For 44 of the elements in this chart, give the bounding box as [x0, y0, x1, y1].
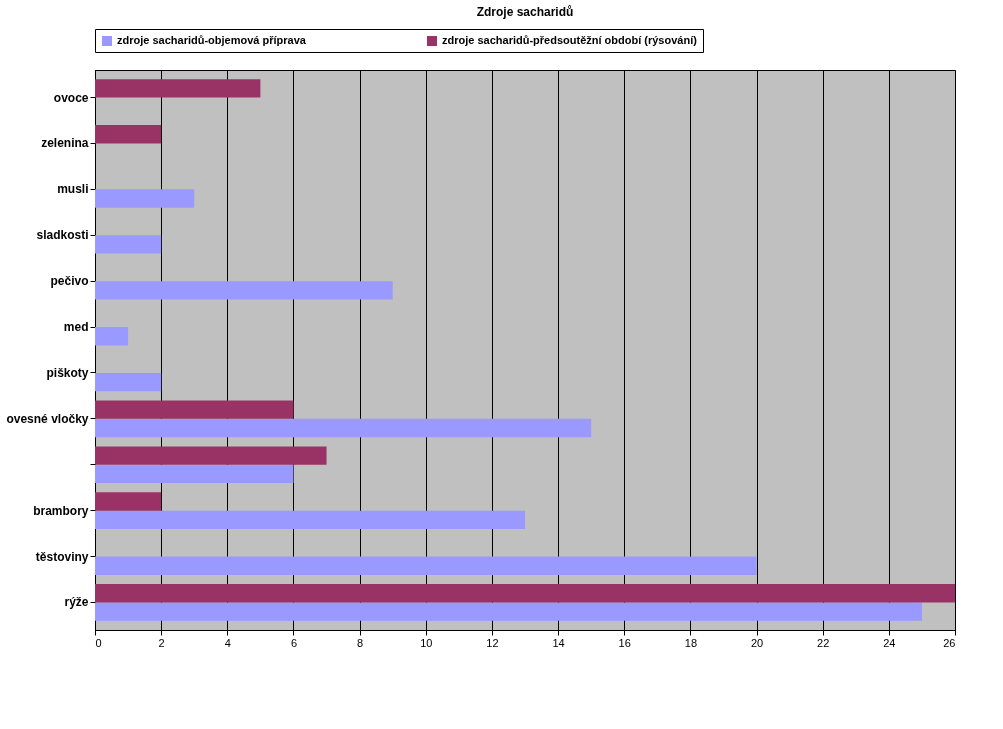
x-tick-label: 12 [486, 636, 499, 649]
x-tick-label: 24 [883, 636, 896, 649]
legend-label: zdroje sacharidů-předsoutěžní období (rýsování) [442, 34, 698, 46]
y-tick-label: sladkosti [36, 228, 89, 243]
x-tick-label: 20 [750, 636, 764, 649]
bar [95, 464, 294, 484]
x-tick-label: 6 [290, 636, 298, 649]
bar [95, 400, 294, 419]
x-tick-label: 22 [817, 636, 830, 649]
x-tick-label: 10 [420, 636, 433, 649]
bar [95, 510, 525, 530]
bar [95, 125, 162, 144]
bar [95, 327, 129, 346]
x-tick-label: 4 [224, 636, 231, 649]
chart-title: Zdroje sacharidů [476, 4, 574, 19]
y-tick-label: pečivo [50, 274, 89, 289]
bar [95, 584, 955, 603]
x-tick-label: 8 [357, 636, 364, 649]
bar [95, 189, 195, 208]
x-tick-label: 14 [552, 636, 565, 649]
x-tick-label: 18 [684, 636, 698, 649]
y-tick-label: ovesné vločky [6, 411, 89, 426]
bar [95, 235, 162, 254]
bar [95, 602, 922, 621]
y-tick-label: rýže [64, 595, 89, 610]
x-tick-label: 2 [158, 636, 165, 649]
y-tick-label: brambory [33, 503, 89, 518]
bar [95, 492, 162, 511]
bar [95, 556, 757, 575]
y-tick-label: ovoce [53, 90, 89, 105]
bar [95, 418, 592, 438]
bar [95, 281, 393, 300]
y-tick-label: zelenina [41, 136, 89, 151]
y-tick-label: musli [57, 182, 89, 197]
bar [95, 372, 162, 392]
bar [95, 446, 327, 465]
legend-label: zdroje sacharidů-objemová příprava [117, 34, 307, 46]
y-tick-label: těstoviny [35, 549, 89, 564]
y-tick-label: med [63, 320, 89, 335]
x-tick-label: 0 [95, 636, 102, 649]
bar [95, 79, 261, 98]
x-tick-label: 16 [618, 636, 631, 649]
x-tick-label: 26 [943, 636, 956, 649]
y-tick-label: piškoty [46, 365, 89, 380]
